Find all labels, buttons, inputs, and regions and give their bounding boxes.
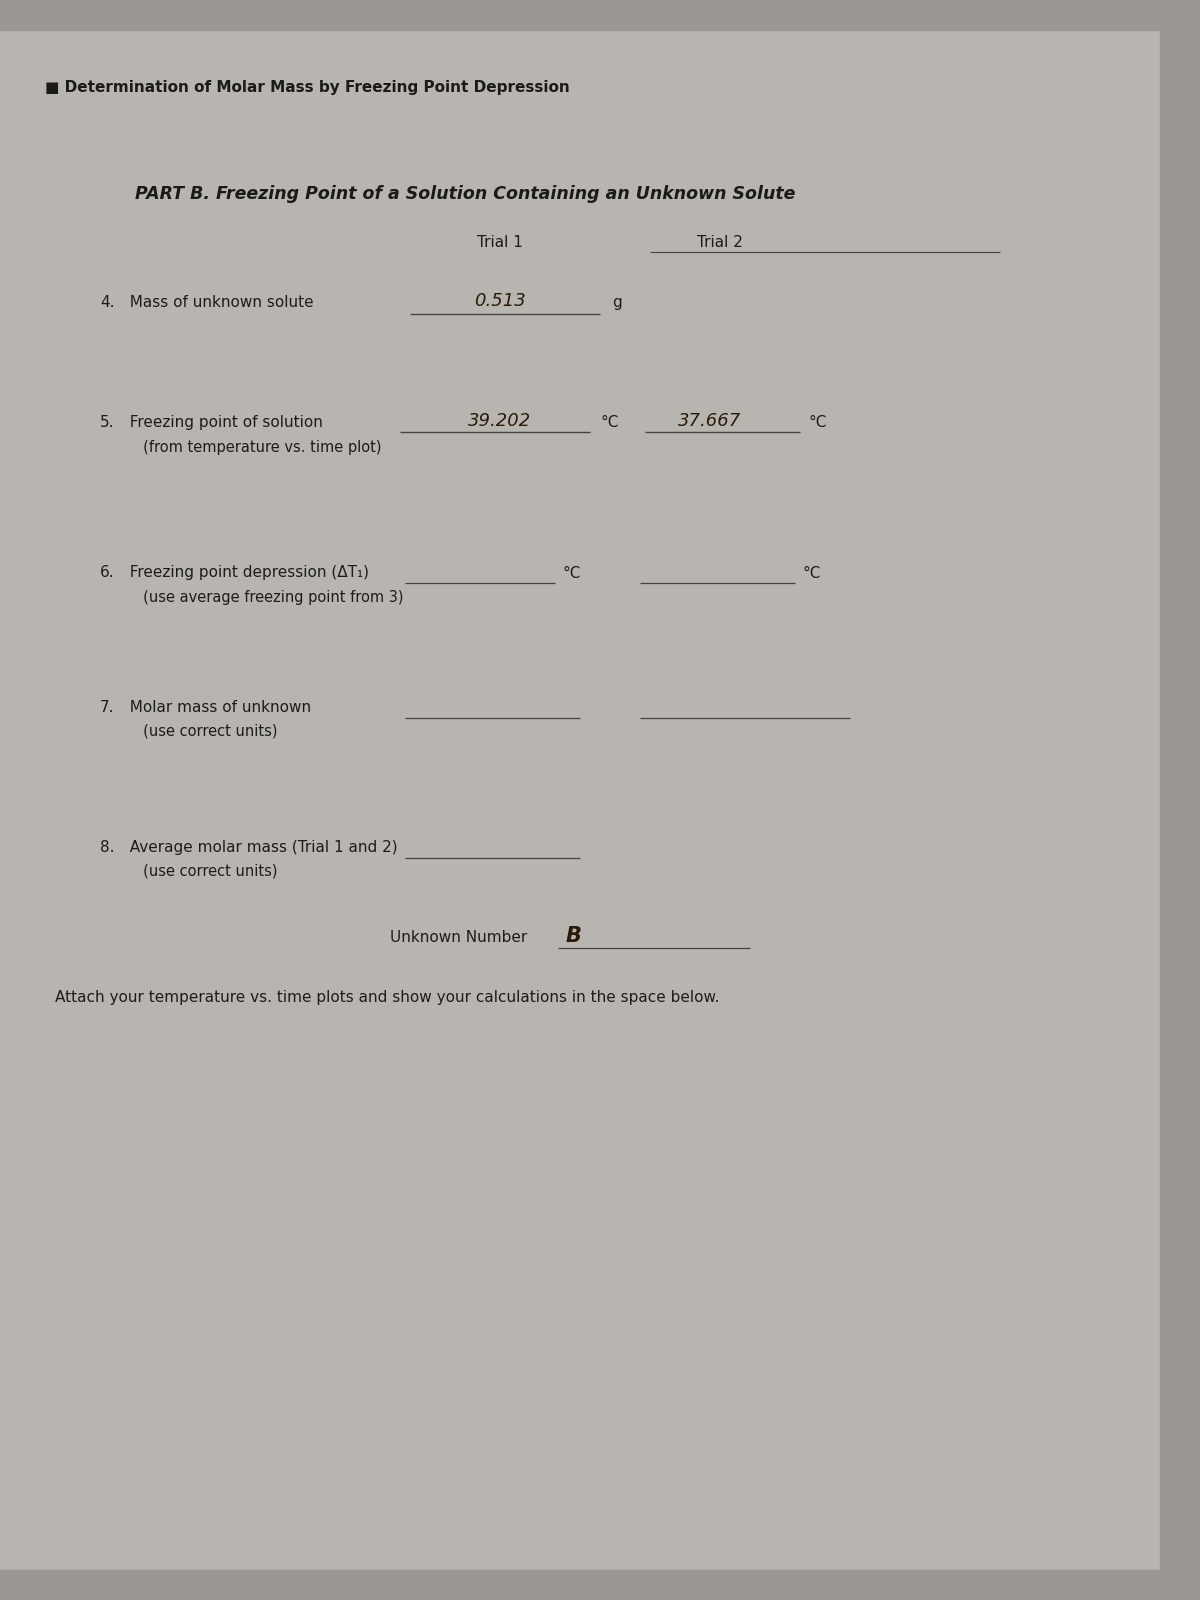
Text: °C: °C xyxy=(600,414,618,430)
Text: Average molar mass (Trial 1 and 2): Average molar mass (Trial 1 and 2) xyxy=(120,840,397,854)
Text: (use average freezing point from 3): (use average freezing point from 3) xyxy=(120,590,403,605)
Text: Freezing point depression (ΔT₁): Freezing point depression (ΔT₁) xyxy=(120,565,370,579)
Text: 5.: 5. xyxy=(100,414,114,430)
Text: g: g xyxy=(612,294,622,310)
Text: ■ Determination of Molar Mass by Freezing Point Depression: ■ Determination of Molar Mass by Freezin… xyxy=(46,80,570,94)
Text: 7.: 7. xyxy=(100,701,114,715)
Text: 0.513: 0.513 xyxy=(474,291,526,310)
Text: 6.: 6. xyxy=(100,565,115,579)
Text: Mass of unknown solute: Mass of unknown solute xyxy=(120,294,313,310)
Text: B: B xyxy=(566,926,582,946)
Text: Attach your temperature vs. time plots and show your calculations in the space b: Attach your temperature vs. time plots a… xyxy=(55,990,720,1005)
Text: °C: °C xyxy=(808,414,827,430)
Text: 4.: 4. xyxy=(100,294,114,310)
Bar xyxy=(1160,0,1200,1600)
Bar xyxy=(0,0,1200,30)
Text: PART B. Freezing Point of a Solution Containing an Unknown Solute: PART B. Freezing Point of a Solution Con… xyxy=(134,186,796,203)
Text: Trial 1: Trial 1 xyxy=(478,235,523,250)
Text: °C: °C xyxy=(802,566,821,581)
Text: (use correct units): (use correct units) xyxy=(120,864,277,878)
Text: Freezing point of solution: Freezing point of solution xyxy=(120,414,323,430)
Text: Trial 2: Trial 2 xyxy=(697,235,743,250)
Bar xyxy=(0,1570,1200,1600)
Text: Molar mass of unknown: Molar mass of unknown xyxy=(120,701,311,715)
Text: °C: °C xyxy=(562,566,581,581)
Text: 39.202: 39.202 xyxy=(468,411,532,430)
Text: (use correct units): (use correct units) xyxy=(120,723,277,739)
Text: 8.: 8. xyxy=(100,840,114,854)
Text: Unknown Number: Unknown Number xyxy=(390,930,527,946)
Text: (from temperature vs. time plot): (from temperature vs. time plot) xyxy=(120,440,382,454)
Text: 37.667: 37.667 xyxy=(678,411,742,430)
